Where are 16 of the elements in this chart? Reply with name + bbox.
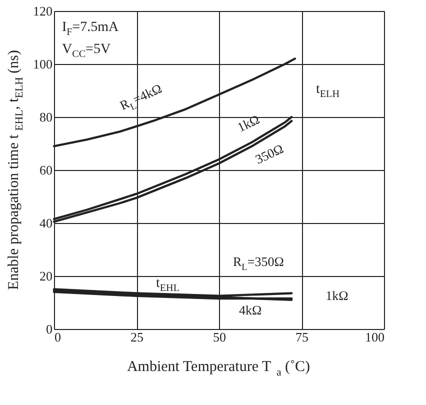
x-tick-label: 25	[130, 330, 144, 344]
x-tick-label: 100	[365, 330, 384, 344]
text: 1kΩ	[326, 288, 348, 303]
x-tick-label: 50	[213, 330, 226, 344]
y-tick-label: 40	[40, 216, 52, 230]
y-axis-title: Enable propagation time tEHL, tELH (ns)	[6, 50, 26, 290]
text: 350Ω	[252, 140, 286, 167]
series-label: 4kΩ	[239, 302, 262, 318]
text: 1kΩ	[234, 112, 262, 135]
text: RL=4kΩ	[117, 80, 164, 113]
y-tick-label: 120	[33, 4, 52, 18]
y-tick-label: 80	[40, 110, 52, 124]
y-tick-label: 20	[40, 268, 52, 284]
x-tick-label: 75	[296, 330, 308, 344]
y-tick-label: 100	[33, 56, 52, 72]
y-tick-label: 60	[40, 162, 52, 178]
